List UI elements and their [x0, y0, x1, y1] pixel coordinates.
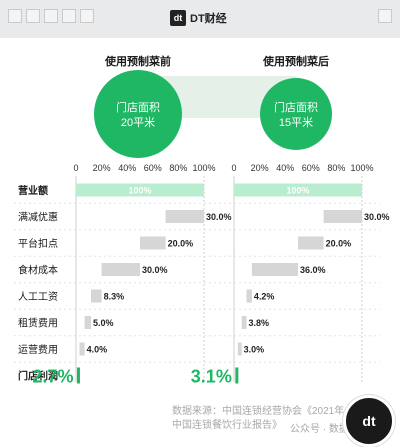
store-area-circle	[94, 70, 182, 158]
x-tick-label: 100%	[192, 163, 215, 173]
toolbar-left-buttons	[8, 9, 94, 23]
toolbar-right-button[interactable]	[378, 9, 392, 23]
panel-title: 使用预制菜后	[262, 54, 329, 68]
waterfall-bar	[237, 342, 242, 356]
bar-value-label: 30.0%	[364, 212, 390, 222]
x-tick-label: 0	[231, 163, 236, 173]
category-label: 平台扣点	[18, 237, 58, 250]
brand-name: DT财经	[190, 13, 227, 25]
store-area-circle	[260, 78, 332, 150]
bar-value-label: 3.8%	[249, 318, 270, 328]
waterfall-bar	[251, 263, 298, 276]
brand-header: dt DT财经	[170, 10, 227, 26]
bar-value-label: 3.0%	[244, 345, 265, 355]
x-tick-label: 80%	[169, 163, 187, 173]
bar-value-label: 30.0%	[142, 265, 168, 275]
category-label: 满减优惠	[18, 211, 58, 224]
category-label: 运营费用	[18, 343, 58, 356]
bar-value-label: 20.0%	[326, 239, 352, 249]
x-tick-label: 20%	[93, 163, 111, 173]
waterfall-bar	[79, 342, 85, 356]
bar-value-label: 5.0%	[93, 318, 114, 328]
waterfall-bar	[90, 289, 102, 303]
bar-value-label: 8.3%	[104, 292, 125, 302]
waterfall-bar	[101, 263, 140, 276]
x-tick-label: 40%	[276, 163, 294, 173]
toolbar-button[interactable]	[26, 9, 40, 23]
circle-value: 15平米	[279, 116, 313, 129]
profit-marker	[235, 367, 239, 384]
x-tick-label: 80%	[327, 163, 345, 173]
category-label: 门店利润	[18, 370, 58, 383]
waterfall-bar	[84, 316, 91, 329]
waterfall-bar	[241, 316, 247, 329]
waterfall-bar	[140, 236, 166, 250]
circle-label: 门店面积	[116, 100, 160, 114]
x-tick-label: 0	[73, 163, 78, 173]
x-tick-label: 100%	[350, 163, 373, 173]
profit-value: 2.7%	[32, 367, 73, 387]
toolbar-button[interactable]	[62, 9, 76, 23]
x-tick-label: 60%	[302, 163, 320, 173]
dt-corner-logo-icon: dt	[343, 395, 395, 447]
panel-title: 使用预制菜前	[104, 54, 171, 68]
bar-value-label: 30.0%	[206, 212, 232, 222]
circle-value: 20平米	[121, 116, 155, 129]
category-label: 人工工资	[18, 291, 58, 303]
waterfall-bar	[298, 236, 324, 250]
toolbar-button[interactable]	[80, 9, 94, 23]
bar-value-label: 36.0%	[300, 265, 326, 275]
x-tick-label: 60%	[144, 163, 162, 173]
source-line-1: 数据来源：中国连锁经营协会《2021年	[172, 406, 345, 417]
waterfall-bar	[323, 210, 362, 223]
profit-marker	[76, 367, 80, 384]
watermark: 公众号 · 数据主义	[290, 424, 369, 435]
waterfall-bar	[246, 289, 252, 303]
x-tick-label: 40%	[118, 163, 136, 173]
waterfall-bar	[165, 210, 204, 223]
bar-value-label: 20.0%	[168, 239, 194, 249]
category-label: 食材成本	[18, 264, 58, 277]
bar-value-label: 4.2%	[254, 292, 275, 302]
bar-value-label: 100%	[128, 186, 151, 196]
bar-value-label: 100%	[286, 186, 309, 196]
profit-value: 3.1%	[191, 367, 232, 387]
category-label: 营业额	[18, 184, 48, 197]
dt-logo-icon: dt	[170, 10, 186, 26]
waterfall-bar	[76, 183, 204, 197]
x-tick-label: 20%	[251, 163, 269, 173]
circle-label: 门店面积	[274, 100, 318, 114]
source-line-2: 中国连锁餐饮行业报告》	[172, 420, 282, 431]
source-note: 数据来源：中国连锁经营协会《2021年 中国连锁餐饮行业报告》	[172, 405, 372, 433]
toolbar-button[interactable]	[8, 9, 22, 23]
category-label: 租赁费用	[18, 317, 58, 330]
bar-value-label: 4.0%	[87, 345, 108, 355]
window-toolbar: dt DT财经	[0, 0, 400, 38]
waterfall-bar	[234, 183, 362, 197]
toolbar-button[interactable]	[44, 9, 58, 23]
